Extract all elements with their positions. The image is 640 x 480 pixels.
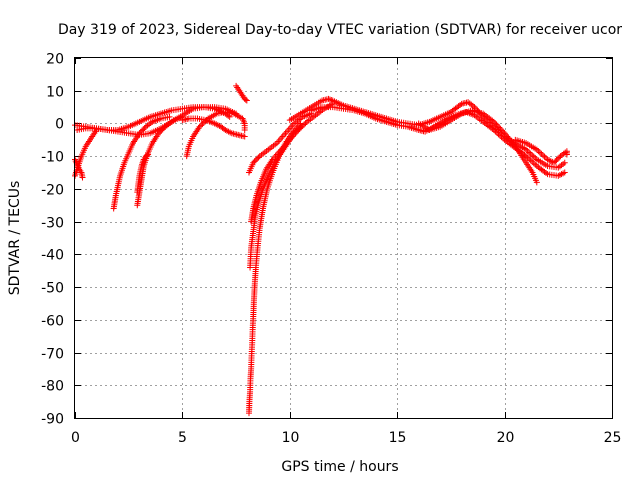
data-layer (72, 82, 570, 417)
data-point (225, 112, 232, 119)
data-point (143, 152, 150, 159)
plot-frame (74, 57, 613, 419)
data-point (556, 154, 563, 161)
data-point (538, 150, 545, 157)
x-tick-label: 0 (71, 430, 80, 446)
data-point (496, 124, 503, 131)
data-point (220, 125, 227, 132)
data-point (255, 154, 262, 161)
y-tick-label: -30 (41, 216, 64, 232)
data-point (500, 128, 507, 135)
series-sat-g (134, 151, 152, 196)
data-point (250, 159, 257, 166)
data-point (490, 118, 497, 125)
grid-layer (75, 58, 612, 418)
data-point (301, 121, 308, 128)
data-point (251, 158, 258, 165)
data-point (166, 113, 173, 120)
data-point (157, 128, 164, 135)
data-point (563, 151, 570, 158)
y-tick-label: 20 (46, 52, 64, 68)
data-point (196, 123, 203, 130)
data-point (561, 169, 568, 176)
y-tick-label: -60 (41, 314, 64, 330)
tick-layer: 20 10 0 -10 -20 -30 -40 -50 -60 -70 -80 -90 0 5 10 15 20… (41, 52, 621, 447)
series-sat-j (233, 82, 250, 104)
series-sat-b (74, 104, 240, 133)
data-point (242, 96, 249, 103)
data-point (493, 121, 500, 128)
data-point (254, 155, 261, 162)
data-point (328, 97, 335, 103)
data-point (241, 133, 248, 140)
data-point (295, 127, 302, 133)
data-point (79, 174, 86, 181)
data-point (160, 125, 167, 132)
data-point (494, 123, 501, 130)
data-point (296, 125, 303, 132)
data-point (552, 158, 559, 165)
y-tick-label: -10 (41, 150, 64, 166)
data-point (551, 159, 558, 166)
data-point (554, 155, 561, 162)
data-point (141, 125, 148, 132)
y-tick-label: -90 (41, 412, 64, 428)
data-point (536, 149, 543, 156)
data-point (302, 120, 309, 127)
series-sat-h (183, 109, 248, 160)
x-tick-label: 15 (389, 430, 407, 446)
data-point (243, 97, 250, 104)
data-point (155, 130, 162, 137)
data-point (498, 127, 505, 134)
data-point (539, 152, 546, 159)
data-point (561, 159, 568, 166)
data-point (497, 125, 504, 132)
data-point (241, 127, 248, 133)
series-sat-d (72, 127, 100, 179)
data-point (136, 130, 143, 137)
y-tick-label: 10 (46, 85, 64, 101)
x-tick-label: 5 (178, 430, 187, 446)
data-point (530, 160, 537, 167)
data-point (198, 122, 205, 129)
data-point (541, 153, 548, 160)
series-sat-m (245, 110, 315, 176)
series-sat-e (110, 113, 173, 212)
series-sat-r (512, 136, 570, 166)
series-sat-i (179, 115, 248, 140)
data-point (137, 128, 144, 135)
y-tick-label: -20 (41, 183, 64, 199)
series-sat-l (247, 123, 304, 271)
data-point (159, 126, 166, 133)
data-point (299, 122, 306, 129)
x-tick-label: 10 (282, 430, 300, 446)
data-point (326, 96, 333, 103)
x-axis-label: GPS time / hours (281, 459, 398, 475)
y-tick-label: -50 (41, 281, 64, 297)
series-sat-q (415, 107, 540, 186)
y-tick-label: -40 (41, 248, 64, 264)
data-point (533, 179, 540, 186)
data-point (93, 127, 100, 133)
x-tick-label: 25 (604, 430, 622, 446)
y-tick-label: -70 (41, 347, 64, 363)
y-tick-label: -80 (41, 379, 64, 395)
x-tick-label: 20 (497, 430, 515, 446)
data-point (199, 121, 206, 127)
data-point (325, 95, 332, 102)
series-sat-n (248, 100, 336, 225)
data-point (140, 126, 147, 133)
data-point (252, 157, 259, 164)
data-point (158, 127, 165, 134)
data-point (492, 120, 499, 127)
chart-title: Day 319 of 2023, Sidereal Day-to-day VTE… (58, 22, 622, 38)
data-point (553, 157, 560, 164)
data-point (139, 127, 146, 134)
data-point (145, 151, 152, 158)
y-axis-label: SDTVAR / TECUs (7, 181, 23, 296)
data-point (298, 124, 305, 131)
y-tick-label: 0 (55, 117, 64, 133)
